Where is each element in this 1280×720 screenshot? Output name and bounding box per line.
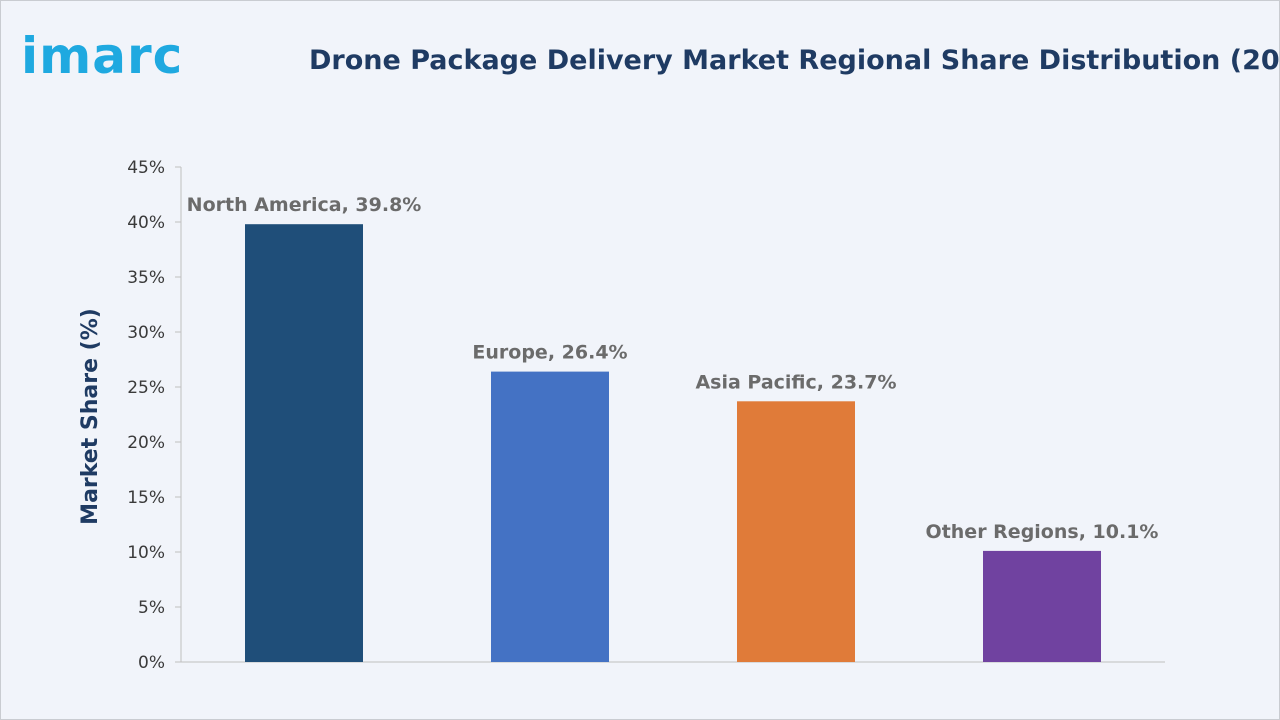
y-axis-title: Market Share (%) xyxy=(78,308,103,525)
y-tick-label: 25% xyxy=(127,378,165,398)
bar-data-label: North America, 39.8% xyxy=(187,194,422,216)
y-tick-label: 20% xyxy=(127,433,165,453)
y-tick-label: 30% xyxy=(127,323,165,343)
chart-title: Drone Package Delivery Market Regional S… xyxy=(309,45,1280,76)
y-tick-label: 15% xyxy=(127,488,165,508)
y-tick-label: 40% xyxy=(127,213,165,233)
y-tick-label: 35% xyxy=(127,268,165,288)
bar-data-label: Asia Pacific, 23.7% xyxy=(695,371,896,393)
bar xyxy=(983,550,1101,662)
bar-data-label: Europe, 26.4% xyxy=(472,342,627,364)
y-tick-label: 45% xyxy=(127,158,165,178)
imarc-logo: imarc xyxy=(21,27,184,85)
y-tick-label: 10% xyxy=(127,543,165,563)
bar xyxy=(245,224,363,662)
y-tick-label: 0% xyxy=(138,653,165,673)
bar-data-label: Other Regions, 10.1% xyxy=(926,521,1159,543)
y-tick-label: 5% xyxy=(138,598,165,618)
bar xyxy=(737,401,855,662)
bar xyxy=(491,371,609,662)
